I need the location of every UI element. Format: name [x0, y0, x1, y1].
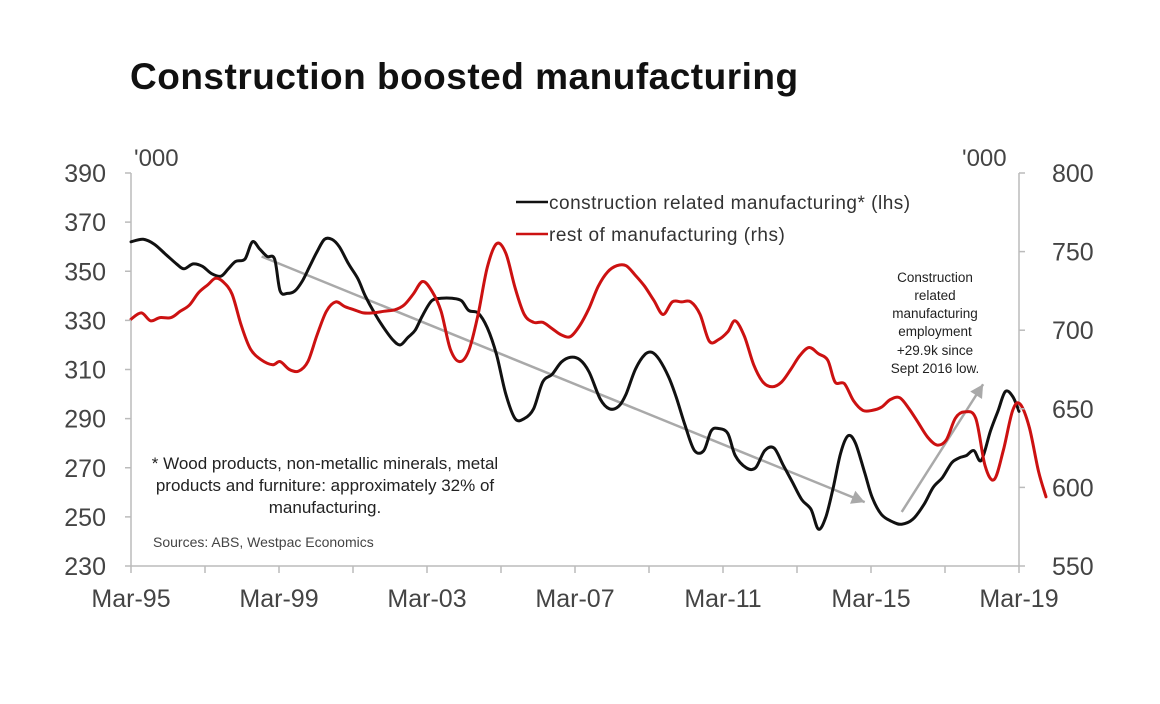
trend-arrow-shaft — [900, 383, 985, 513]
source-note: Sources: ABS, Westpac Economics — [153, 534, 374, 550]
series-line-rest-of-manufacturing — [129, 241, 1048, 499]
trend-arrow-head — [850, 490, 865, 504]
callout-line-3: manufacturing — [892, 306, 978, 321]
left-tick-label: 230 — [64, 553, 106, 581]
footnote-line-2: products and furniture: approximately 32… — [156, 476, 495, 495]
chart-title: Construction boosted manufacturing — [130, 56, 799, 97]
x-tick-label: Mar-19 — [979, 585, 1058, 613]
left-tick-label: 310 — [64, 357, 106, 385]
callout-line-4: employment — [898, 324, 972, 339]
right-axis-ticks: 550 600 650 700 750 800 — [1019, 160, 1094, 581]
legend-label-rest: rest of manufacturing (rhs) — [549, 225, 785, 246]
right-tick-label: 650 — [1052, 396, 1094, 424]
callout-line-2: related — [914, 288, 955, 303]
left-tick-label: 370 — [64, 209, 106, 237]
x-tick-label: Mar-03 — [387, 585, 466, 613]
right-tick-label: 600 — [1052, 474, 1094, 502]
footnote: * Wood products, non-metallic minerals, … — [152, 454, 498, 517]
left-tick-label: 390 — [64, 160, 106, 188]
trend-arrow-shaft — [261, 255, 866, 504]
x-tick-label: Mar-99 — [239, 585, 318, 613]
x-tick-label: Mar-15 — [831, 585, 910, 613]
series-lines — [129, 236, 1048, 531]
left-tick-label: 350 — [64, 258, 106, 286]
legend-label-construction: construction related manufacturing* (lhs… — [549, 193, 911, 214]
legend: construction related manufacturing* (lhs… — [516, 193, 911, 246]
left-axis-unit: '000 — [134, 145, 179, 172]
x-axis-ticks: Mar-95 Mar-99 Mar-03 Mar-07 Mar-11 Mar-15 Mar-… — [91, 566, 1059, 613]
right-axis-unit: '000 — [962, 145, 1007, 172]
left-tick-label: 330 — [64, 307, 106, 335]
left-tick-label: 250 — [64, 504, 106, 532]
left-tick-label: 290 — [64, 406, 106, 434]
footnote-line-3: manufacturing. — [269, 498, 381, 517]
left-tick-label: 270 — [64, 455, 106, 483]
right-tick-label: 550 — [1052, 553, 1094, 581]
series-line-construction-related — [129, 236, 1021, 531]
left-axis-ticks: 230 250 270 290 310 330 350 370 390 — [64, 160, 131, 581]
x-tick-label: Mar-11 — [684, 585, 761, 613]
callout-line-6: Sept 2016 low. — [891, 361, 980, 376]
right-tick-label: 750 — [1052, 239, 1094, 267]
trend-arrow-head — [970, 384, 984, 399]
callout-line-5: +29.9k since — [897, 343, 973, 358]
footnote-line-1: * Wood products, non-metallic minerals, … — [152, 454, 498, 473]
right-tick-label: 800 — [1052, 160, 1094, 188]
callout-annotation: Construction related manufacturing emplo… — [891, 270, 980, 376]
callout-line-1: Construction — [897, 270, 973, 285]
trend-arrows — [261, 255, 985, 513]
x-tick-label: Mar-07 — [535, 585, 614, 613]
x-tick-label: Mar-95 — [91, 585, 170, 613]
right-tick-label: 700 — [1052, 317, 1094, 345]
